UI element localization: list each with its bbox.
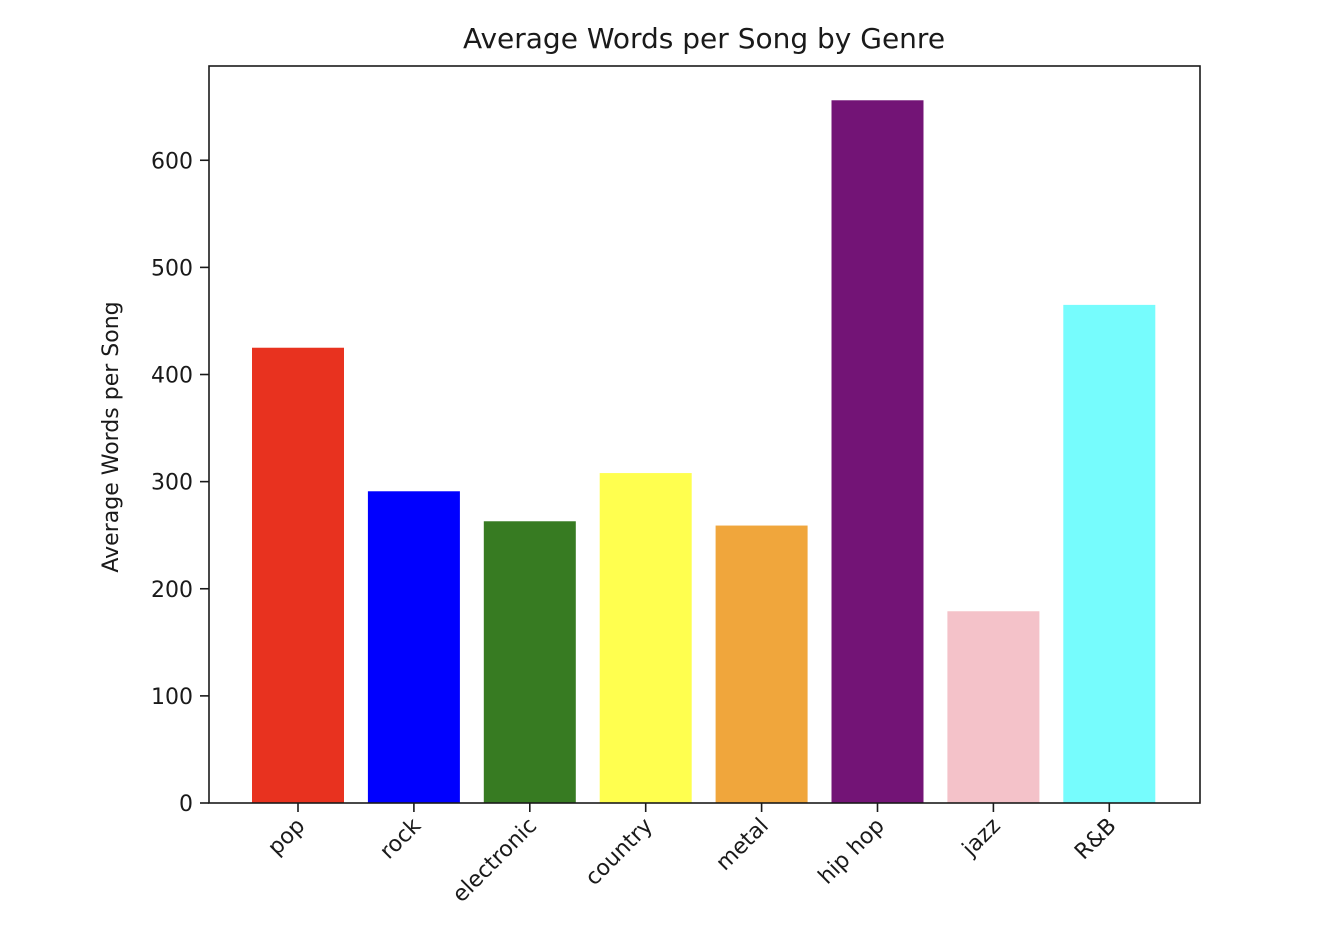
y-tick-label: 100 [151,685,193,710]
bar-pop [252,347,344,803]
x-tick-label: hip hop [814,814,890,890]
y-tick-label: 600 [151,149,193,174]
y-axis-label: Average Words per Song [99,301,124,572]
bar-hip-hop [831,100,924,804]
y-tick-label: 300 [151,471,193,496]
chart-title: Average Words per Song by Genre [463,22,945,55]
x-tick-label: jazz [957,814,1006,863]
x-tick-label: pop [263,814,310,861]
x-tick-label: R&B [1070,814,1121,865]
x-tick-label: rock [375,813,426,864]
x-tick-label: metal [711,814,773,876]
x-axis-ticks: pop rock electronic country metal hip hop jazz… [263,803,1122,908]
bar-jazz [947,611,1040,803]
bars-group [252,100,1156,804]
y-tick-label: 400 [151,364,193,389]
bar-r-b [1063,304,1156,803]
y-tick-label: 0 [179,792,193,817]
bar-country [599,473,692,803]
y-axis-ticks: 0 100 200 300 400 500 600 [151,149,209,817]
y-tick-label: 200 [151,578,193,603]
bar-rock [367,491,460,803]
bar-electronic [483,521,576,803]
plot-area-frame [208,65,1201,804]
x-tick-label: country [581,814,658,891]
y-tick-label: 500 [151,256,193,281]
x-tick-label: electronic [448,814,542,908]
bar-metal [715,525,808,803]
